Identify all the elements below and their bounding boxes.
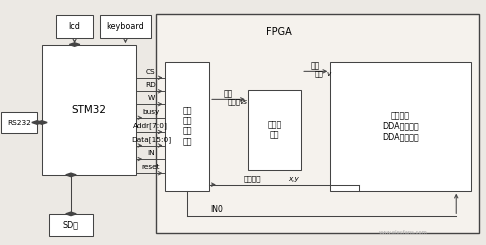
Text: keyboard: keyboard — [106, 22, 144, 31]
Bar — [100, 15, 151, 38]
Bar — [165, 61, 209, 191]
Text: IN: IN — [147, 150, 155, 156]
Bar — [330, 61, 471, 191]
Text: 加减速
模块: 加减速 模块 — [267, 120, 281, 139]
Bar — [248, 90, 301, 170]
Polygon shape — [36, 121, 47, 124]
Text: Addr[7:0]: Addr[7:0] — [134, 122, 169, 129]
Text: reset: reset — [142, 164, 160, 170]
Text: 初速度: 初速度 — [228, 98, 241, 105]
Text: lcd: lcd — [69, 22, 81, 31]
Polygon shape — [66, 173, 76, 177]
Polygon shape — [66, 212, 76, 216]
Text: RS232: RS232 — [7, 120, 31, 125]
Bar — [56, 15, 93, 38]
Text: 坐标位置: 坐标位置 — [244, 176, 261, 182]
Text: www.elecfans.com: www.elecfans.com — [379, 230, 428, 234]
Bar — [49, 214, 93, 236]
Text: 速度: 速度 — [314, 70, 323, 77]
Text: FPGA: FPGA — [266, 27, 292, 37]
Text: IN0: IN0 — [210, 205, 223, 214]
Text: 指令: 指令 — [224, 89, 233, 98]
Text: STM32: STM32 — [71, 105, 106, 115]
Text: SD卡: SD卡 — [63, 220, 79, 229]
Text: busy: busy — [142, 109, 159, 115]
Bar — [0, 111, 37, 134]
Polygon shape — [69, 43, 80, 46]
Text: RD: RD — [145, 82, 156, 88]
Text: W: W — [147, 95, 155, 101]
Text: Data[15:0]: Data[15:0] — [131, 136, 171, 143]
Text: v: v — [326, 71, 330, 77]
Text: CS: CS — [146, 69, 156, 75]
Text: 进给: 进给 — [311, 61, 320, 70]
Bar — [42, 45, 137, 175]
Text: x,y: x,y — [289, 176, 299, 182]
Text: 指令
数据
处理
模块: 指令 数据 处理 模块 — [183, 106, 192, 146]
Text: vs: vs — [240, 99, 248, 105]
Bar — [156, 14, 480, 233]
Text: 插补模块
DDA直线插补
DDA圆弧插补: 插补模块 DDA直线插补 DDA圆弧插补 — [382, 111, 419, 141]
Polygon shape — [32, 121, 42, 124]
